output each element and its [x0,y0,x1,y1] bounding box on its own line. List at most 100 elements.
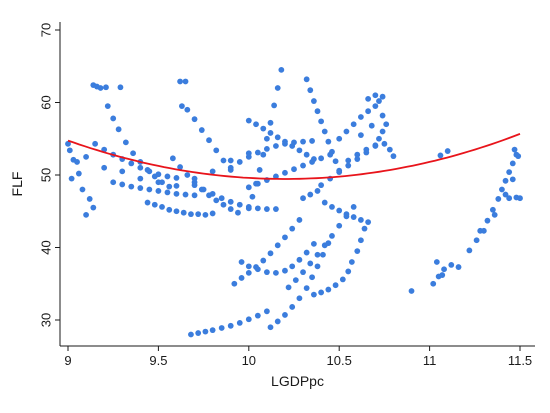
data-point [245,316,252,323]
data-point [200,186,207,193]
data-point [285,284,292,291]
data-point [104,103,111,110]
data-point [274,242,281,249]
data-point [260,257,267,264]
data-point [220,157,227,164]
data-point [119,168,126,175]
x-tick-label: 10.5 [327,353,352,368]
data-point [137,164,144,171]
data-point [209,190,216,197]
data-point [235,209,241,216]
data-point [489,206,496,213]
data-point [177,78,183,85]
data-point [173,175,180,181]
data-point [282,169,288,176]
data-point [66,147,73,154]
data-point [343,211,350,218]
data-point [75,170,82,177]
data-point [329,233,335,239]
data-point [191,182,198,189]
data-point [155,188,162,194]
data-point [184,172,191,178]
data-point [179,103,185,110]
data-point [310,240,317,247]
data-point [372,103,379,110]
data-point [68,175,75,182]
data-point [383,121,390,128]
data-point [83,153,89,160]
data-point [289,263,296,270]
data-point [267,130,274,136]
data-point [260,151,267,158]
data-point [473,237,480,244]
x-axis-label: LGDPpc [271,373,324,389]
data-point [231,280,238,287]
data-point [433,259,440,265]
data-point [354,248,361,255]
data-point [303,285,310,291]
data-point [390,153,397,160]
data-point [146,168,153,175]
data-point [307,87,314,94]
data-point [191,116,198,123]
data-point [495,196,502,202]
y-tick-label: 60 [38,95,53,109]
data-point [220,201,227,208]
data-point [332,282,339,289]
data-point [357,237,364,244]
data-point [166,206,173,213]
data-point [164,173,171,180]
data-point [130,150,136,157]
data-point [327,151,334,158]
data-point [245,117,252,124]
data-point [166,183,173,190]
data-point [236,201,243,208]
data-point [144,199,151,206]
data-point [282,140,288,147]
data-point [164,189,171,196]
data-point [345,157,352,164]
data-point [357,132,364,139]
data-point [339,276,346,283]
data-point [365,95,372,102]
data-point [506,195,513,202]
y-axis-label: FLF [9,172,25,197]
data-point [227,157,234,164]
data-point [303,151,310,158]
data-point [309,159,315,165]
data-point [321,199,328,206]
data-point [274,134,281,141]
data-point [291,166,297,173]
data-point [273,143,279,149]
data-point [296,256,303,263]
data-point [332,158,339,165]
data-point [282,267,288,274]
data-point [173,190,180,197]
data-point [466,247,473,254]
data-point [159,204,165,210]
data-point [273,269,279,276]
data-point [254,312,261,319]
data-point [300,162,306,169]
data-point [263,206,270,212]
data-point [122,139,129,146]
data-point [254,180,261,187]
data-point [119,181,126,188]
x-tick-label: 10 [242,353,256,368]
data-point [254,205,261,212]
data-point [278,66,285,73]
data-point [245,263,252,270]
data-point [336,135,343,142]
data-point [368,122,375,129]
data-point [137,175,144,182]
data-point [506,169,513,176]
data-point [227,198,234,205]
y-tick-label: 40 [38,240,53,254]
data-point [372,142,379,149]
data-point [274,85,281,91]
data-point [502,191,509,198]
data-point [381,140,388,147]
